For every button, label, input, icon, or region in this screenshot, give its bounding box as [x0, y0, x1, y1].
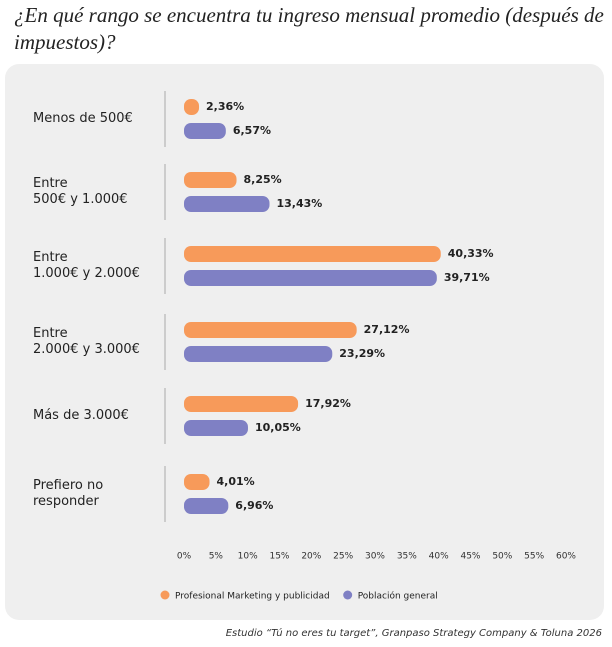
x-tick-label: 60%: [556, 552, 576, 562]
value-label: 6,57%: [233, 124, 271, 137]
x-tick-label: 55%: [524, 552, 544, 562]
x-tick-label: 5%: [209, 552, 224, 562]
value-label: 6,96%: [235, 499, 273, 512]
category-label: Prefiero no responder: [33, 478, 104, 509]
value-label: 23,29%: [339, 347, 385, 360]
chart-title: ¿En qué rango se encuentra tu ingreso me…: [14, 3, 604, 54]
x-tick-label: 45%: [460, 552, 480, 562]
bar: [184, 498, 229, 514]
bar: [184, 99, 200, 115]
value-label: 10,05%: [255, 421, 301, 434]
value-label: 39,71%: [444, 271, 490, 284]
bar: [184, 322, 357, 338]
bar: [184, 196, 270, 212]
legend-label: Profesional Marketing y publicidad: [175, 592, 330, 602]
value-label: 2,36%: [206, 100, 244, 113]
legend-label: Población general: [358, 591, 438, 602]
source-note: Estudio “Tú no eres tu target”, Granpaso…: [225, 628, 602, 639]
x-tick-label: 40%: [429, 552, 449, 562]
category-label: Más de 3.000€: [33, 408, 129, 423]
x-tick-label: 35%: [397, 552, 417, 562]
x-tick-label: 20%: [301, 552, 321, 562]
bar: [184, 346, 333, 362]
bar: [184, 420, 248, 436]
value-label: 8,25%: [244, 173, 282, 186]
x-tick-label: 30%: [365, 552, 385, 562]
bar: [184, 474, 210, 490]
bar: [184, 123, 226, 139]
x-tick-label: 0%: [177, 552, 192, 562]
x-tick-label: 15%: [269, 552, 289, 562]
bar: [184, 270, 437, 286]
legend-marker: [343, 590, 353, 600]
x-tick-label: 25%: [333, 552, 353, 562]
chart-card: [5, 64, 604, 620]
x-tick-label: 50%: [492, 552, 512, 562]
value-label: 40,33%: [448, 247, 494, 260]
bar: [184, 172, 237, 188]
category-label: Entre 1.000€ y 2.000€: [33, 250, 140, 281]
category-label: Entre 2.000€ y 3.000€: [33, 326, 140, 357]
value-label: 13,43%: [277, 197, 323, 210]
bar: [184, 396, 299, 412]
legend-marker: [160, 590, 170, 600]
x-tick-label: 10%: [238, 552, 258, 562]
category-label: Entre 500€ y 1.000€: [33, 176, 128, 207]
value-label: 27,12%: [364, 323, 410, 336]
category-label: Menos de 500€: [33, 111, 133, 126]
bar: [184, 246, 441, 262]
value-label: 17,92%: [305, 397, 351, 410]
value-label: 4,01%: [217, 475, 255, 488]
